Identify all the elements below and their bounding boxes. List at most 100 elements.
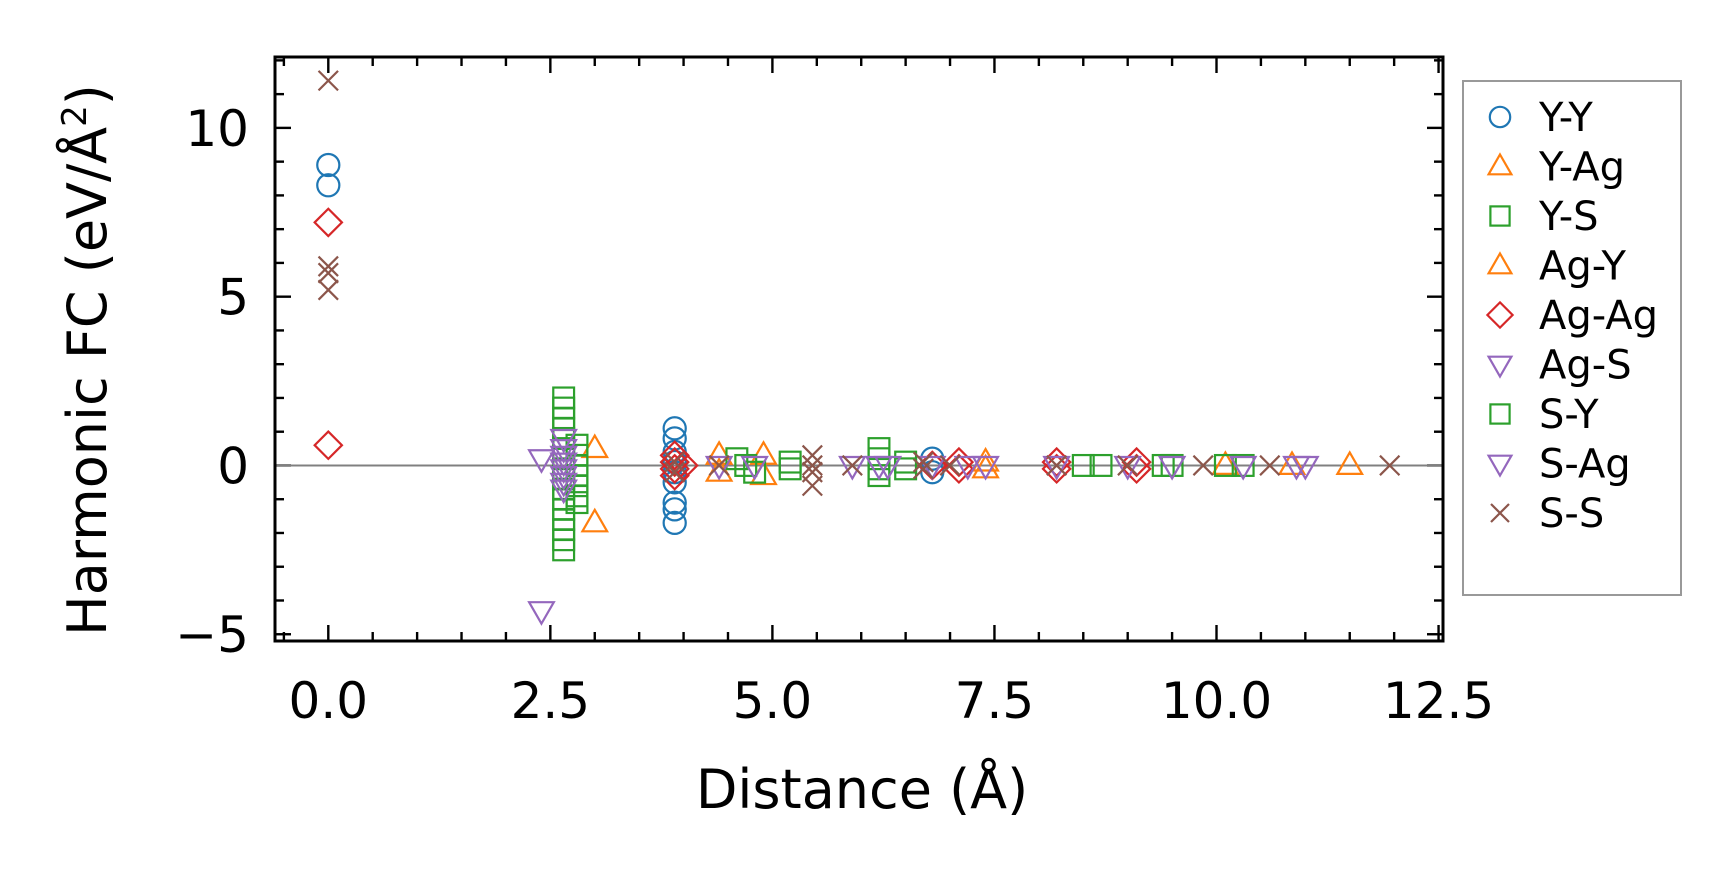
data-point	[971, 453, 1000, 479]
data-point	[918, 455, 947, 481]
data-points	[313, 70, 1401, 626]
y-axis-label-close: )	[56, 84, 119, 105]
series-Y-Y	[316, 152, 945, 535]
data-point	[662, 497, 687, 522]
legend-label: Y-Y	[1538, 95, 1593, 141]
data-point	[317, 255, 339, 277]
data-point	[549, 445, 578, 471]
x-tick-label: 12.5	[1383, 672, 1494, 730]
data-point	[527, 601, 556, 626]
data-point	[1192, 454, 1214, 476]
legend-marker	[1486, 152, 1514, 176]
y-tick-label: 5	[217, 269, 249, 327]
legend-label: Y-Ag	[1538, 145, 1625, 191]
data-point	[659, 446, 690, 478]
legend-marker	[1485, 300, 1515, 330]
data-point	[939, 454, 961, 476]
data-point	[313, 207, 344, 238]
data-point	[801, 444, 823, 466]
data-point	[662, 490, 687, 515]
x-tick-label: 0.0	[289, 672, 369, 730]
data-point	[580, 433, 610, 459]
legend-label: S-S	[1539, 491, 1604, 537]
data-point	[565, 491, 589, 515]
legend-marker	[1486, 251, 1514, 275]
data-point	[580, 507, 610, 533]
data-point	[549, 472, 578, 498]
plot-area-frame	[273, 55, 1445, 643]
data-point	[734, 453, 758, 477]
data-point	[1228, 455, 1258, 481]
data-point	[549, 452, 578, 478]
data-point	[549, 479, 578, 505]
x-tick-label: 7.5	[955, 672, 1035, 730]
data-point	[549, 439, 578, 464]
data-point	[527, 449, 556, 474]
data-point	[912, 451, 934, 473]
series-Y-Ag	[580, 433, 1364, 533]
data-point	[801, 475, 823, 497]
y-tick-label: −5	[175, 606, 249, 664]
legend-marker	[1489, 205, 1511, 227]
legend-marker	[1489, 403, 1511, 425]
data-point	[1259, 454, 1281, 476]
legend-marker	[1488, 105, 1512, 129]
data-point	[316, 152, 341, 178]
legend-marker	[1486, 355, 1514, 379]
data-point	[664, 451, 686, 473]
data-point	[1335, 450, 1364, 476]
legend-marker	[1486, 454, 1514, 478]
data-point	[1157, 455, 1187, 481]
data-point	[317, 70, 339, 92]
data-point	[801, 454, 823, 476]
series-S-S	[317, 70, 1401, 497]
data-point	[953, 455, 983, 481]
data-point	[552, 538, 576, 562]
data-point	[549, 466, 578, 491]
legend-label: S-Ag	[1539, 442, 1631, 488]
data-point	[778, 457, 802, 481]
legend-label: S-Y	[1539, 392, 1599, 438]
y-tick-label: 10	[185, 100, 249, 158]
data-point	[1379, 454, 1401, 476]
data-point	[1071, 453, 1095, 477]
data-point	[778, 450, 802, 474]
legend-marker	[1490, 503, 1510, 523]
series-Ag-Ag	[313, 207, 1152, 491]
data-point	[1117, 454, 1139, 476]
data-point	[704, 440, 734, 465]
data-point	[1277, 450, 1307, 476]
data-point	[664, 461, 686, 483]
data-point	[971, 455, 1000, 481]
data-point	[1089, 453, 1113, 477]
data-point	[1042, 455, 1071, 481]
legend-label: Y-S	[1538, 194, 1599, 240]
data-point	[708, 454, 730, 476]
data-point	[743, 460, 767, 484]
data-point	[864, 455, 894, 481]
data-point	[971, 446, 1000, 472]
y-tick-label: 0	[217, 437, 249, 495]
data-point	[1160, 453, 1184, 477]
legend-label: Ag-Y	[1539, 244, 1626, 290]
y-tick-labels: −5 0 5 10	[175, 100, 249, 664]
data-point	[1211, 450, 1240, 476]
y-axis-label-sup: 2	[55, 105, 95, 127]
series-Y-S	[552, 386, 1255, 562]
y-axis-label: Harmonic FC (eV/Å2)	[55, 84, 119, 636]
x-tick-label: 5.0	[733, 672, 813, 730]
x-tick-label: 10.0	[1161, 672, 1272, 730]
x-tick-label: 2.5	[511, 672, 591, 730]
data-point	[317, 262, 339, 284]
data-point	[662, 416, 687, 441]
legend-label: Ag-S	[1539, 343, 1632, 389]
data-point	[740, 455, 769, 481]
x-axis-label: Distance (Å)	[696, 757, 1028, 821]
data-point	[873, 455, 903, 481]
legend-label: Ag-Ag	[1539, 293, 1658, 339]
data-point	[1231, 453, 1255, 477]
data-point	[662, 510, 687, 535]
legend-box	[1462, 80, 1682, 596]
